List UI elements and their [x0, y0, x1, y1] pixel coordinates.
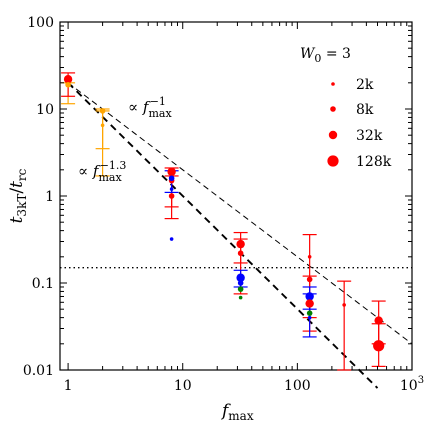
y-tick-label: 0.01: [23, 363, 54, 379]
data-point: [374, 316, 383, 325]
data-point: [169, 187, 174, 191]
data-point: [373, 340, 385, 352]
legend-marker-2k: [331, 82, 335, 86]
slope1-annotation: ∝ fmax−1: [128, 95, 172, 120]
error-bar: [337, 280, 352, 371]
legend-title: W0 = 3: [300, 46, 351, 65]
x-axis-label: fmax: [220, 401, 254, 423]
y-tick-label: 100: [27, 15, 54, 31]
data-point: [306, 276, 313, 283]
data-point: [237, 280, 244, 286]
data-points: [63, 75, 385, 352]
data-point: [65, 81, 71, 88]
data-point: [169, 237, 174, 241]
legend: W0 = 3 2k 8k 32k 128k: [300, 46, 392, 170]
legend-label-8k: 8k: [356, 102, 374, 118]
x-tick-label: 10: [174, 378, 192, 394]
data-point: [63, 75, 73, 84]
legend-label-2k: 2k: [356, 77, 374, 93]
data-point: [237, 250, 244, 257]
legend-label-32k: 32k: [356, 128, 383, 144]
error-bar: [95, 110, 110, 150]
data-point: [168, 193, 175, 199]
legend-marker-128k: [327, 155, 339, 167]
fit-line-1: [67, 82, 413, 345]
legend-label-128k: 128k: [356, 154, 392, 170]
fit-lines: [67, 82, 413, 389]
legend-marker-32k: [328, 130, 338, 140]
data-point: [168, 175, 175, 182]
y-tick-label: 10: [36, 102, 54, 118]
data-point: [236, 273, 245, 282]
fit-line-2: [67, 82, 379, 389]
y-tick-label: 0.1: [32, 276, 54, 292]
y-axis-label: t3kT/trc: [7, 168, 29, 223]
axis-ticks: 1 10 100 103 0.01 0.1 1 10 100: [23, 15, 424, 394]
y-tick-label: 1: [45, 189, 54, 205]
data-point: [99, 108, 106, 114]
error-bars: [61, 72, 386, 371]
data-point: [306, 310, 313, 316]
data-point: [167, 167, 176, 176]
data-point: [307, 255, 312, 259]
data-point: [305, 299, 314, 308]
x-tick-label: 103: [400, 375, 424, 394]
data-point: [238, 295, 243, 300]
data-point: [100, 123, 105, 128]
slope13-annotation: ∝ fmax−1.3: [78, 159, 126, 184]
data-point: [236, 239, 245, 249]
legend-marker-8k: [330, 106, 336, 112]
x-tick-label: 100: [284, 378, 311, 394]
data-point: [307, 315, 312, 320]
x-tick-label: 1: [64, 378, 73, 394]
plot-frame: [59, 21, 413, 371]
data-point: [237, 286, 244, 292]
data-point: [342, 303, 346, 307]
data-point: [305, 292, 314, 301]
